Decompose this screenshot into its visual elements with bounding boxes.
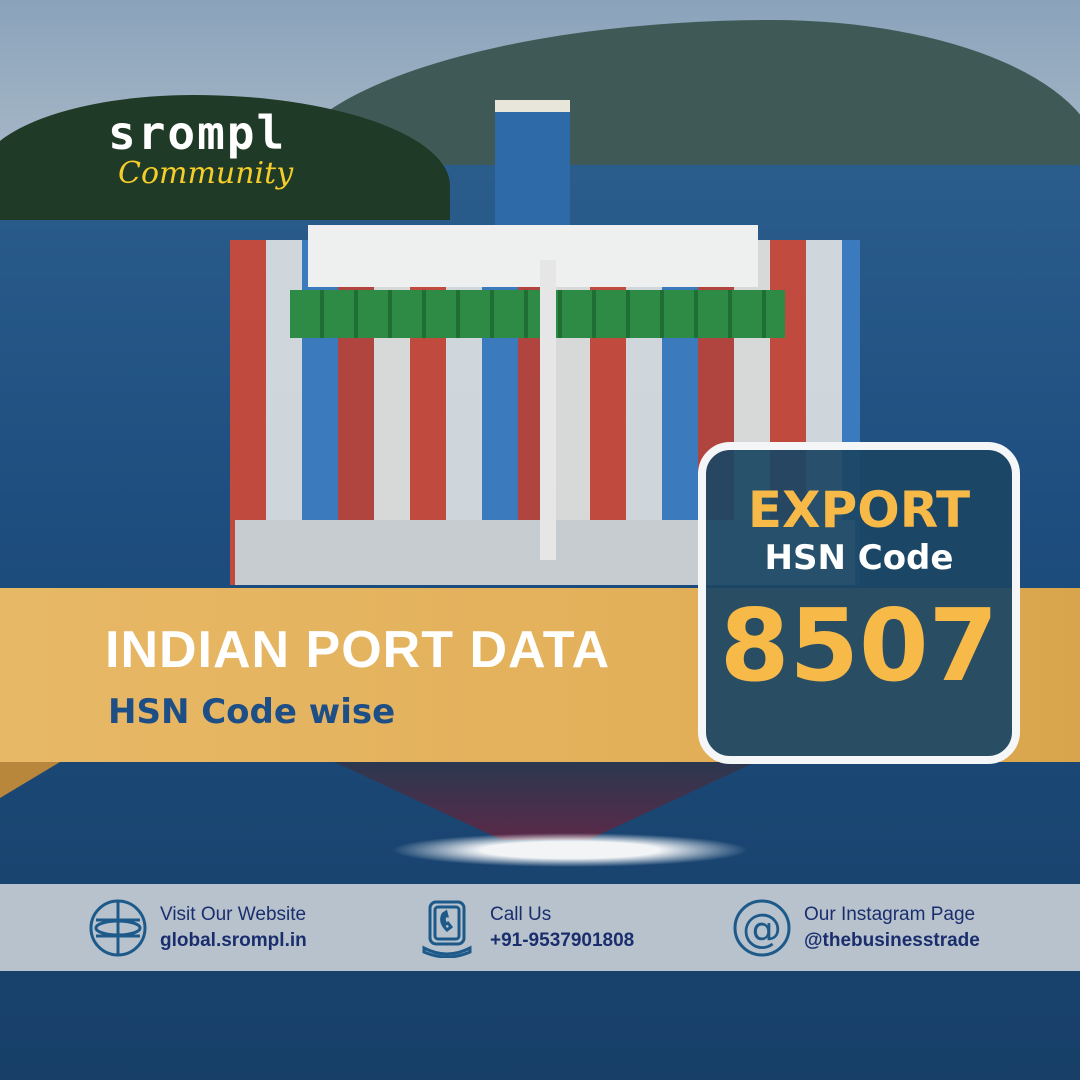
banner-title: INDIAN PORT DATA	[105, 621, 611, 679]
trade-type: EXPORT	[747, 481, 971, 539]
globe-icon	[89, 899, 147, 956]
banner-subtitle: HSN Code wise	[108, 692, 396, 732]
ship-mast	[540, 260, 556, 560]
hsn-code: 8507	[719, 587, 999, 704]
phone-icon	[422, 900, 472, 958]
contact-instagram[interactable]: @ Our Instagram Page @thebusinesstrade	[732, 884, 980, 971]
contact-phone[interactable]: Call Us +91-9537901808	[418, 884, 634, 971]
website-link[interactable]: global.srompl.in	[160, 929, 307, 951]
green-containers	[290, 290, 785, 338]
contact-label: Our Instagram Page	[804, 903, 976, 925]
code-label: HSN Code	[764, 538, 954, 578]
logo-brand: srompl	[108, 106, 287, 160]
instagram-handle[interactable]: @thebusinesstrade	[804, 929, 980, 951]
bow-wake	[360, 830, 780, 870]
contact-label: Visit Our Website	[160, 903, 307, 925]
ship-bridge-tower	[495, 100, 570, 225]
contact-footer: Visit Our Website global.srompl.in Call …	[0, 884, 1080, 971]
hsn-code-box: EXPORT HSN Code 8507	[698, 442, 1020, 764]
phone-number[interactable]: +91-9537901808	[490, 929, 635, 951]
ship-bridge-deck	[308, 225, 758, 287]
at-sign-icon: @	[733, 899, 791, 956]
contact-website[interactable]: Visit Our Website global.srompl.in	[88, 884, 307, 971]
srompl-logo: srompl Community	[108, 110, 293, 191]
svg-text:@: @	[742, 906, 782, 952]
logo-tagline: Community	[118, 156, 294, 191]
contact-label: Call Us	[490, 903, 552, 925]
